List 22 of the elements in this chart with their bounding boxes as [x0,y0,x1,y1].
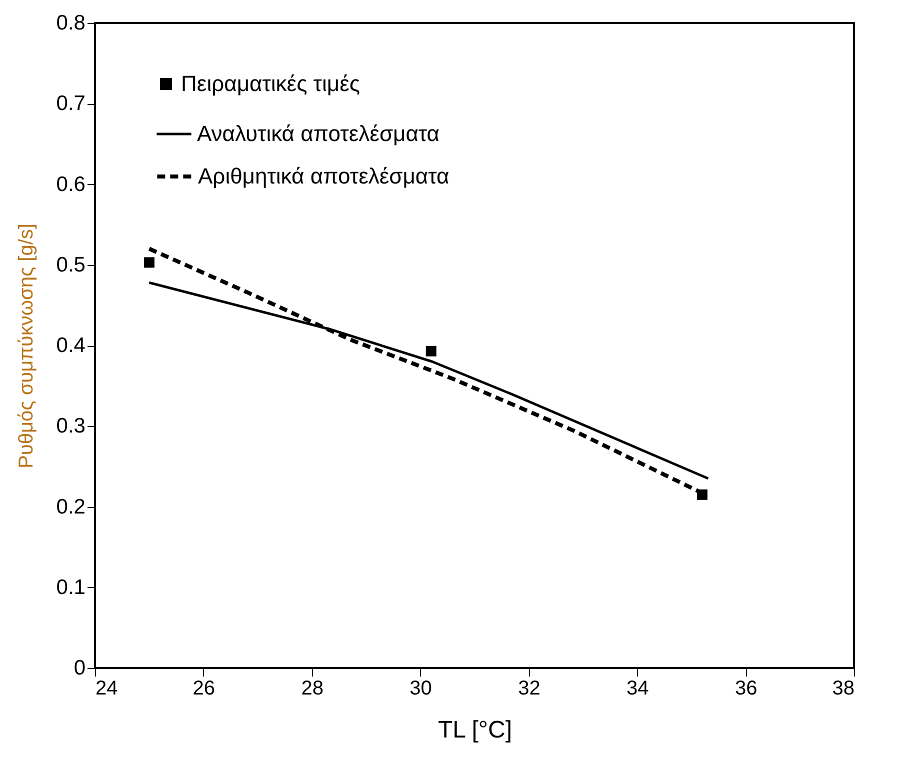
y-tick-label: 0.2 [56,495,86,518]
x-tick-label: 34 [626,678,649,700]
y-tick-label: 0.5 [56,253,86,276]
y-tick-label: 0.4 [56,334,86,357]
legend-label: Αναλυτικά αποτελέσματα [197,121,440,146]
x-axis-title: TL [°C] [438,716,512,744]
x-tick-label: 30 [410,678,432,700]
y-tick-label: 0.6 [56,172,86,196]
x-tick-label: 32 [518,678,540,700]
legend-label: Αριθμητικά αποτελέσματα [198,164,450,188]
y-axis-title: Ρυθμός συμπύκνωσης [g/s] [15,224,38,468]
legend-label: Πειραματικές τιμές [181,71,360,96]
y-tick-label: 0.8 [56,12,86,34]
y-tick-label: 0.3 [56,414,86,438]
y-tick-label: 0.1 [56,576,86,599]
x-tick-label: 36 [734,678,758,700]
x-tick-label: 24 [96,678,118,700]
x-tick-label: 28 [301,678,324,700]
y-tick-label: 0 [74,656,86,680]
x-tick-label: 26 [192,678,216,700]
x-tick-label: 38 [832,678,854,700]
y-tick-label: 0.7 [56,92,86,116]
